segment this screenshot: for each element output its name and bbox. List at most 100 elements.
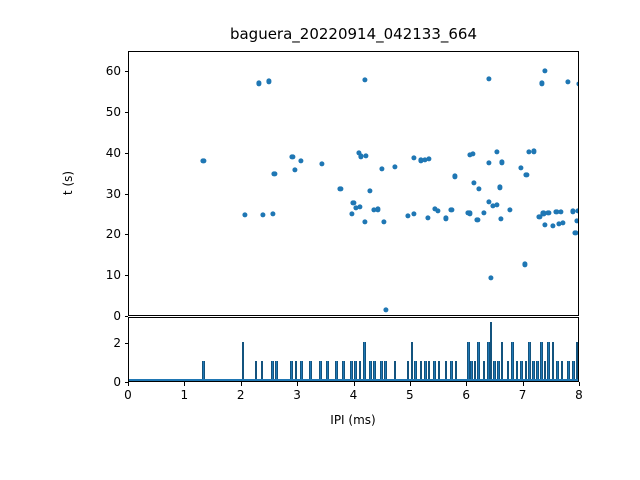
scatter-point	[490, 203, 496, 209]
scatter-point	[425, 214, 431, 221]
histogram-x-tick	[466, 382, 468, 386]
scatter-point	[539, 80, 545, 86]
scatter-y-tick-label: 0	[113, 309, 121, 323]
histogram-x-tick	[353, 382, 355, 386]
histogram-x-tick-label: 4	[349, 388, 358, 402]
histogram-bar	[482, 361, 486, 381]
scatter-point	[358, 153, 364, 159]
scatter-y-tick-label: 30	[105, 186, 121, 201]
scatter-point	[266, 78, 272, 84]
scatter-point	[405, 213, 411, 219]
scatter-point	[378, 166, 385, 172]
histogram-bar	[543, 361, 547, 381]
scatter-point	[572, 230, 578, 236]
histogram-bar	[294, 361, 298, 381]
scatter-y-tick-label: 40	[105, 145, 121, 160]
scatter-y-tick	[124, 234, 128, 236]
histogram-bar	[202, 361, 205, 381]
scatter-point	[289, 154, 296, 160]
scatter-point	[481, 210, 487, 216]
scatter-point	[435, 207, 441, 214]
histogram-bar	[487, 341, 490, 381]
histogram-axes	[128, 317, 579, 382]
histogram-bar	[477, 341, 480, 381]
histogram-x-tick	[579, 382, 580, 386]
histogram-bar	[527, 341, 531, 381]
histogram-bar	[547, 341, 550, 381]
scatter-y-tick-label: 20	[105, 227, 121, 242]
scatter-point	[362, 219, 368, 225]
scatter-point	[553, 209, 559, 215]
scatter-point	[550, 223, 556, 229]
scatter-y-tick	[124, 71, 128, 73]
histogram-x-axis-label: IPI (ms)	[330, 413, 376, 427]
histogram-bar	[254, 361, 258, 381]
scatter-point	[576, 81, 578, 87]
scatter-y-tick-label: 10	[105, 268, 121, 283]
histogram-bar	[467, 341, 470, 381]
histogram-bar	[575, 341, 578, 381]
scatter-point	[488, 275, 494, 281]
scatter-point	[493, 149, 500, 155]
scatter-point	[499, 159, 505, 166]
histogram-bar	[551, 341, 555, 381]
histogram-x-tick-label: 1	[180, 388, 189, 402]
scatter-point	[575, 208, 578, 214]
histogram-y-tick-label: 2	[113, 335, 121, 350]
scatter-point	[452, 173, 458, 179]
histogram-bar	[271, 361, 275, 381]
histogram-bar	[567, 361, 571, 381]
scatter-data-area	[129, 52, 578, 315]
scatter-point	[353, 205, 359, 211]
scatter-point	[471, 180, 477, 186]
histogram-data-area	[129, 318, 578, 381]
histogram-x-tick-label: 6	[462, 388, 471, 402]
scatter-y-tick-label: 60	[105, 64, 121, 79]
scatter-point	[426, 156, 432, 162]
histogram-y-tick-label: 0	[113, 375, 121, 389]
scatter-point	[350, 200, 356, 206]
scatter-point	[349, 211, 355, 217]
scatter-point	[540, 210, 546, 217]
histogram-x-tick	[297, 382, 299, 386]
histogram-bar	[241, 341, 245, 381]
scatter-point	[298, 158, 304, 164]
scatter-point	[411, 155, 417, 161]
histogram-y-tick	[124, 342, 128, 344]
scatter-point	[493, 202, 500, 208]
scatter-point	[542, 68, 548, 74]
histogram-bar	[354, 361, 357, 381]
histogram-x-tick-label: 2	[236, 388, 245, 402]
histogram-x-tick	[522, 382, 524, 386]
histogram-bar	[358, 361, 362, 381]
scatter-point	[422, 157, 428, 163]
histogram-bar	[309, 361, 312, 381]
scatter-point	[375, 206, 381, 212]
histogram-bar	[335, 361, 338, 381]
histogram-bar	[260, 361, 264, 381]
scatter-point	[545, 210, 552, 216]
scatter-point	[498, 216, 504, 222]
histogram-bar	[496, 361, 500, 381]
scatter-point	[560, 220, 566, 226]
histogram-bar	[556, 361, 559, 381]
scatter-point	[523, 172, 530, 178]
histogram-bar	[473, 361, 477, 381]
histogram-bar	[560, 361, 564, 381]
histogram-bar	[275, 361, 278, 381]
histogram-x-tick-label: 0	[124, 388, 132, 402]
scatter-point	[465, 210, 471, 216]
scatter-point	[418, 157, 424, 164]
scatter-point	[470, 151, 476, 157]
scatter-point	[271, 171, 278, 177]
scatter-y-tick	[124, 152, 128, 154]
histogram-x-tick	[184, 382, 186, 386]
histogram-x-tick	[240, 382, 242, 386]
scatter-y-tick-label: 50	[105, 105, 121, 120]
histogram-bar	[414, 361, 417, 381]
histogram-bar	[493, 361, 496, 381]
scatter-point	[570, 208, 576, 214]
histogram-bar	[489, 321, 493, 381]
histogram-bar	[520, 361, 523, 381]
